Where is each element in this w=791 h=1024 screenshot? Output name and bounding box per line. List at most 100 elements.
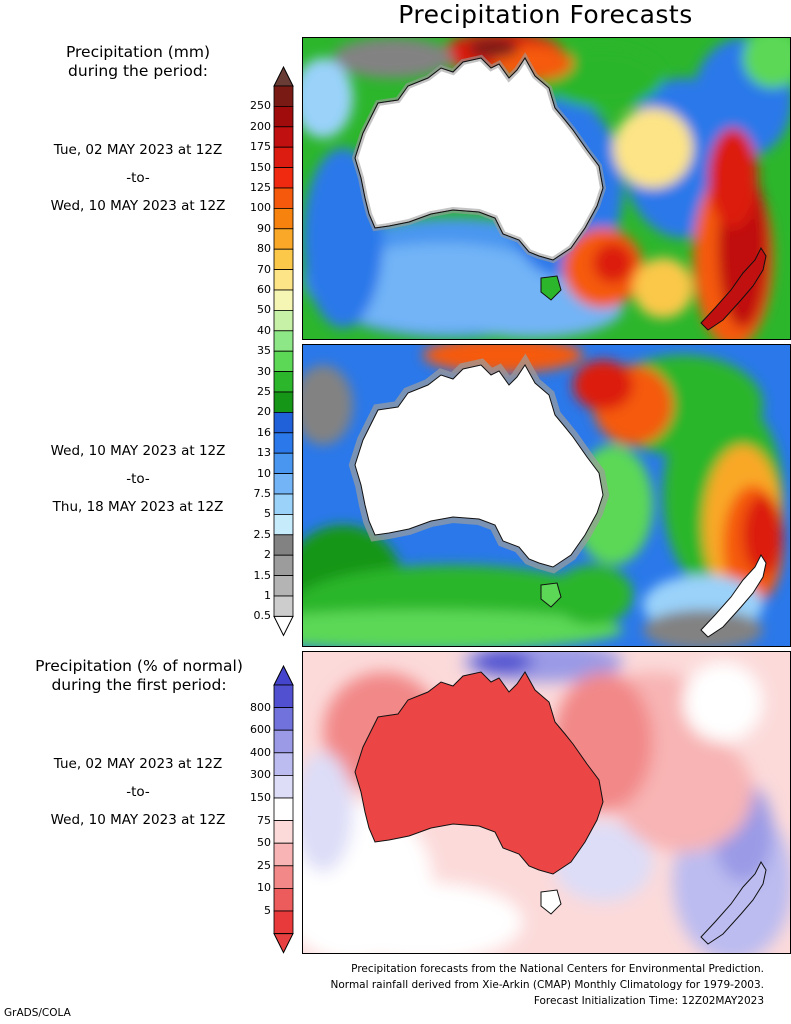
pct-scale-tick-label: 10 [257,881,271,895]
mm-scale-tick-label: 70 [257,262,271,276]
mm-scale-tick-label: 125 [250,181,271,194]
mm-scale-swatch [273,85,294,107]
mm-scale-swatch [273,126,294,148]
pct-scale-tick-label: 600 [250,723,271,737]
pct-scale-tick-label: 400 [250,745,271,759]
mm-scale-swatch [273,187,294,209]
mm-scale-tick-label: 30 [257,364,271,378]
pct-scale-tick-label: 800 [250,700,271,714]
percent-colorbar: 800 600 400 300 150 75 50 25 10 5 [246,665,294,954]
map-panel-period2-mm [302,344,791,647]
footer-line1: Precipitation forecasts from the Nationa… [351,963,764,975]
period1-end: Wed, 10 MAY 2023 at 12Z [50,198,226,214]
page-title: Precipitation Forecasts [398,0,693,29]
mm-scale-swatch [273,473,294,495]
mm-scale-tick-label: 13 [257,446,271,460]
mm-scale-tick-label: 40 [257,323,271,337]
mm-scale-tick-label: 175 [250,140,271,154]
mm-scale-swatch [273,534,294,556]
mm-scale-tick-label: 1 [264,589,271,602]
period2-sep: -to- [126,471,150,487]
period1-labels: Precipitation (mm) during the period: [18,43,258,81]
mm-scale-swatch [273,575,294,597]
pct-scale-swatch [273,887,294,912]
pct-scale-tick-label: 50 [257,836,271,850]
mm-scale-tick-label: 50 [257,303,271,317]
pct-scale-tick-label: 75 [257,813,271,827]
mm-scale-tick-label: 90 [257,221,271,235]
mm-scale-swatch [273,411,294,434]
pct-scale-swatch [273,729,294,754]
mm-scale-swatch [273,167,294,189]
mm-scale-tick-label: 1.5 [253,568,272,582]
period1-start: Tue, 02 MAY 2023 at 12Z [53,142,223,158]
percent-normal-map [303,652,790,953]
pct-scale-tick-label: 150 [250,791,271,804]
mm-scale-tick-label: 60 [257,283,271,296]
period1-heading-line1: Precipitation (mm) [65,43,211,61]
mm-scale-swatch [273,554,294,577]
mm-scale-swatch [273,513,294,536]
map-panel-period1-mm [302,37,791,340]
mm-colorbar: 250 200 175 150 125 100 90 80 70 60 50 40 35 30 25 20 16… [246,66,294,637]
pct-scale-top-arrow [273,665,294,686]
mm-scale-tick-label: 25 [257,385,271,398]
mm-scale-tick-label: 35 [257,344,271,358]
mm-scale-tick-label: 150 [250,160,271,174]
precip-map-period2 [303,345,790,646]
pct-scale-bottom-arrow [273,933,294,954]
period3-heading-line2: during the first period: [51,676,227,694]
pct-scale-swatch [273,775,294,799]
pct-scale-swatch [273,820,294,844]
mm-scale-swatch [273,106,294,128]
mm-scale-swatch [273,146,294,168]
mm-scale-swatch [273,289,294,311]
mm-scale-tick-label: 7.5 [253,487,272,500]
mm-scale-tick-label: 250 [250,99,271,113]
mm-scale-tick-label: 2 [264,548,271,562]
period3-end: Wed, 10 MAY 2023 at 12Z [50,812,226,828]
pct-scale-swatch [273,684,294,709]
mm-scale-swatch [273,371,294,393]
mm-scale-swatch [273,248,294,270]
mm-scale-top-arrow [273,66,294,87]
mm-scale-swatch [273,269,294,291]
mm-scale-tick-label: 5 [264,507,271,521]
period3-dates: Tue, 02 MAY 2023 at 12Z -to- Wed, 10 MAY… [18,750,258,834]
mm-scale-swatch [273,228,294,250]
period3-labels: Precipitation (% of normal) during the f… [8,657,270,695]
mm-scale-tick-label: 10 [257,466,271,480]
mm-scale-swatch [273,330,294,352]
mm-scale-tick-label: 100 [250,201,271,215]
mm-scale-swatch [273,595,294,617]
mm-scale-tick-label: 200 [250,119,271,133]
pct-scale-tick-label: 300 [250,768,271,782]
pct-scale-swatch [273,865,294,889]
map-panel-percent-normal [302,651,791,954]
period1-sep: -to- [126,170,150,186]
mm-scale-swatch [273,207,294,230]
mm-scale-swatch [273,309,294,332]
mm-scale-tick-label: 80 [257,242,271,256]
footer-line2: Normal rainfall derived from Xie-Arkin (… [330,979,764,991]
grads-credit: GrADS/COLA [4,1007,71,1019]
mm-scale-swatch [273,350,294,373]
mm-scale-tick-label: 20 [257,405,271,419]
pct-scale-tick-label: 25 [257,858,271,872]
mm-scale-swatch [273,391,294,413]
pct-scale-swatch [273,842,294,867]
pct-scale-tick-label: 5 [264,904,271,917]
mm-scale-swatch [273,452,294,475]
mm-scale-tick-label: 2.5 [253,527,272,541]
footer-notes: Precipitation forecasts from the Nationa… [331,961,764,1009]
mm-scale-swatch [273,493,294,515]
pct-scale-swatch [273,910,294,935]
australia-outline [354,671,604,875]
mm-scale-tick-label: 0.5 [253,609,272,623]
pct-scale-swatch [273,752,294,776]
period3-heading-line1: Precipitation (% of normal) [35,657,243,675]
period2-end: Thu, 18 MAY 2023 at 12Z [52,499,224,515]
precip-map-period1 [303,38,790,339]
period1-heading-line2: during the period: [68,62,208,80]
footer-line3: Forecast Initialization Time: 12Z02MAY20… [533,995,764,1007]
